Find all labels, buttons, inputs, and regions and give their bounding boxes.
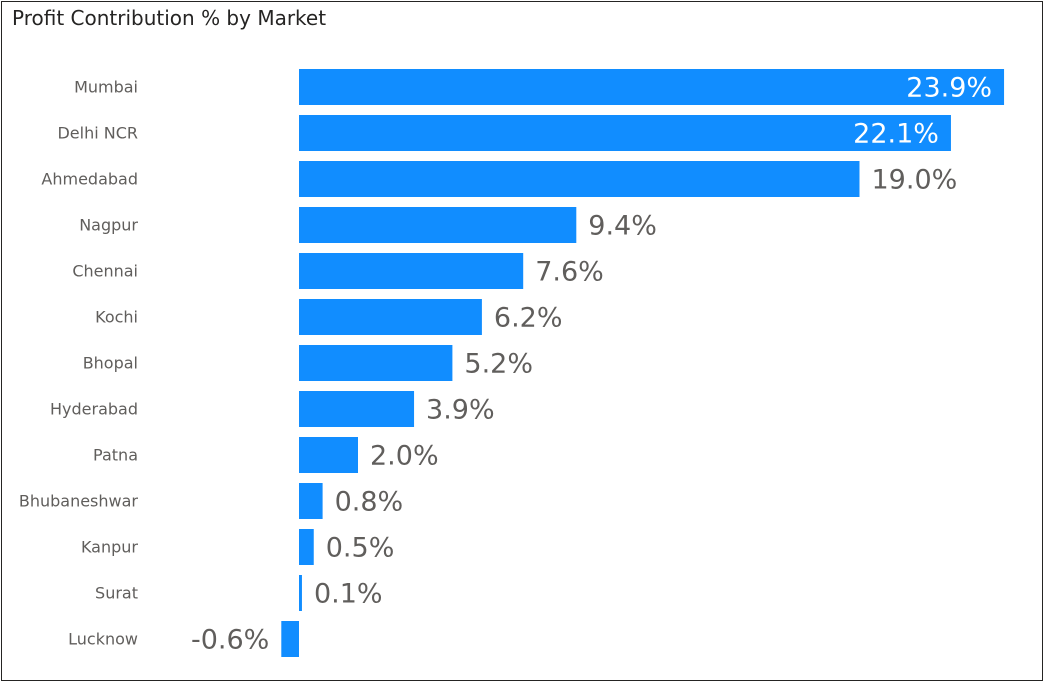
bar[interactable] — [299, 115, 951, 151]
bar[interactable] — [299, 345, 453, 381]
bar[interactable] — [299, 437, 358, 473]
data-label: 9.4% — [588, 211, 657, 242]
category-label: Patna — [93, 446, 138, 465]
data-label: 6.2% — [494, 303, 563, 334]
bar[interactable] — [299, 69, 1005, 105]
category-label: Ahmedabad — [41, 170, 138, 189]
category-label: Hyderabad — [50, 400, 138, 419]
data-label: 3.9% — [426, 395, 495, 426]
data-label: 2.0% — [370, 441, 439, 472]
data-label: 19.0% — [872, 165, 958, 196]
data-label: 7.6% — [535, 257, 604, 288]
bar[interactable] — [299, 483, 323, 519]
category-label: Bhubaneshwar — [19, 492, 139, 511]
bar[interactable] — [299, 161, 860, 197]
data-label: 23.9% — [906, 73, 992, 104]
bar[interactable] — [299, 529, 314, 565]
category-label: Surat — [95, 584, 138, 603]
category-label: Chennai — [72, 262, 138, 281]
data-label: 0.1% — [314, 579, 383, 610]
category-label: Kochi — [95, 308, 138, 327]
bar[interactable] — [299, 253, 524, 289]
chart-title: Profit Contribution % by Market — [12, 6, 327, 30]
bar[interactable] — [299, 575, 302, 611]
bar[interactable] — [299, 207, 577, 243]
category-label: Lucknow — [68, 630, 138, 649]
data-label: 22.1% — [853, 119, 939, 150]
data-label: 5.2% — [464, 349, 533, 380]
data-label: 0.8% — [335, 487, 404, 518]
category-label: Bhopal — [83, 354, 138, 373]
bar[interactable] — [281, 621, 299, 657]
data-label: 0.5% — [326, 533, 395, 564]
bar[interactable] — [299, 299, 482, 335]
category-label: Delhi NCR — [57, 124, 138, 143]
data-label: -0.6% — [191, 625, 269, 656]
category-label: Kanpur — [81, 538, 138, 557]
category-label: Nagpur — [79, 216, 138, 235]
category-label: Mumbai — [74, 78, 138, 97]
bar[interactable] — [299, 391, 415, 427]
